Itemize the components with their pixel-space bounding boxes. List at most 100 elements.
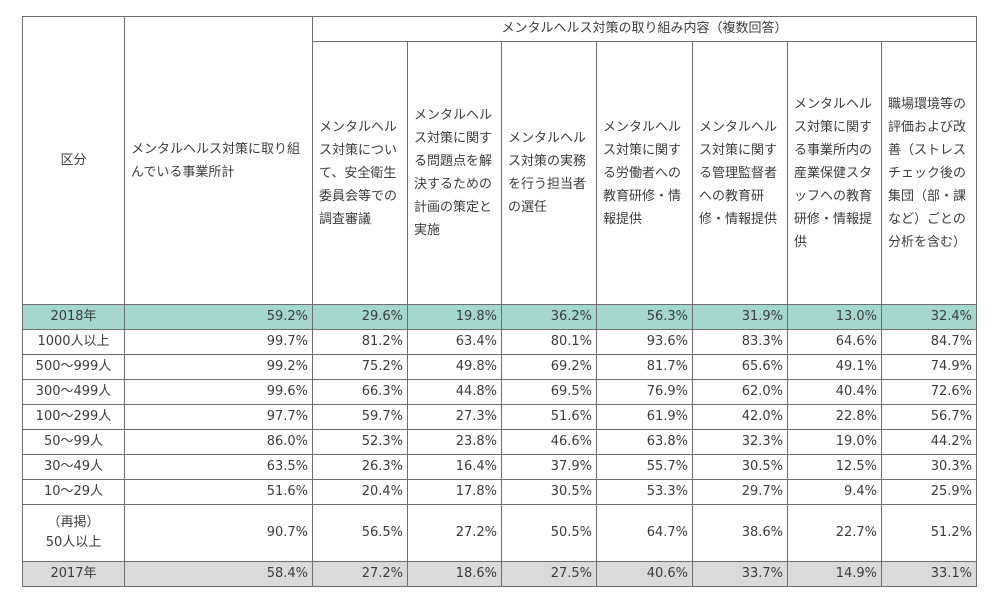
value-cell: 51.6% (124, 479, 313, 505)
value-cell: 46.6% (501, 429, 597, 455)
value-cell: 17.8% (407, 479, 502, 505)
column-header: メンタルヘルス対策に関する管理監督者への教育研修・情報提供 (692, 41, 788, 305)
value-cell: 37.9% (501, 454, 597, 480)
table-row: 50～99人 86.0% 52.3% 23.8% 46.6% 63.8% 32.3% 19.0… (22, 429, 977, 455)
value-cell: 13.0% (787, 304, 882, 330)
value-cell: 83.3% (692, 329, 788, 355)
value-cell: 86.0% (124, 429, 313, 455)
value-cell: 22.8% (787, 404, 882, 430)
value-cell: 74.9% (881, 354, 977, 380)
row-label: 30～49人 (22, 454, 125, 480)
value-cell: 56.7% (881, 404, 977, 430)
value-cell: 61.9% (596, 404, 693, 430)
value-cell: 64.7% (596, 504, 693, 562)
category-header: 区分 (22, 16, 125, 305)
value-cell: 99.6% (124, 379, 313, 405)
row-label: 2018年 (22, 304, 125, 330)
value-cell: 42.0% (692, 404, 788, 430)
column-header: メンタルヘルス対策について、安全衛生委員会等での調査審議 (312, 41, 408, 305)
table-row: （再掲） 50人以上 90.7% 56.5% 27.2% 50.5% 64.7% 38.6%… (22, 504, 977, 562)
value-cell: 27.5% (501, 561, 597, 587)
value-cell: 16.4% (407, 454, 502, 480)
row-label: 1000人以上 (22, 329, 125, 355)
value-cell: 65.6% (692, 354, 788, 380)
value-cell: 69.2% (501, 354, 597, 380)
table-row: 100～299人 97.7% 59.7% 27.3% 51.6% 61.9% 42.0% 22… (22, 404, 977, 430)
value-cell: 20.4% (312, 479, 408, 505)
value-cell: 14.9% (787, 561, 882, 587)
value-cell: 80.1% (501, 329, 597, 355)
value-cell: 81.2% (312, 329, 408, 355)
table-row: 1000人以上 99.7% 81.2% 63.4% 80.1% 93.6% 83.3% 64.… (22, 329, 977, 355)
value-cell: 29.7% (692, 479, 788, 505)
table-row: 30～49人 63.5% 26.3% 16.4% 37.9% 55.7% 30.5% 12.5… (22, 454, 977, 480)
value-cell: 40.6% (596, 561, 693, 587)
column-header: 職場環境等の評価および改善（ストレスチェック後の集団（部・課など）ごとの分析を含… (881, 41, 977, 305)
value-cell: 62.0% (692, 379, 788, 405)
table-row: 10～29人 51.6% 20.4% 17.8% 30.5% 53.3% 29.7% 9.4%… (22, 479, 977, 505)
row-label: 500～999人 (22, 354, 125, 380)
table-row: 500～999人 99.2% 75.2% 49.8% 69.2% 81.7% 65.6% 49… (22, 354, 977, 380)
value-cell: 44.2% (881, 429, 977, 455)
value-cell: 23.8% (407, 429, 502, 455)
row-label: 50～99人 (22, 429, 125, 455)
column-header: メンタルヘルス対策に関する問題点を解決するための計画の策定と実施 (407, 41, 502, 305)
value-cell: 27.2% (407, 504, 502, 562)
value-cell: 76.9% (596, 379, 693, 405)
row-label: 300～499人 (22, 379, 125, 405)
value-cell: 30.5% (501, 479, 597, 505)
value-cell: 52.3% (312, 429, 408, 455)
value-cell: 93.6% (596, 329, 693, 355)
value-cell: 75.2% (312, 354, 408, 380)
value-cell: 72.6% (881, 379, 977, 405)
value-cell: 59.7% (312, 404, 408, 430)
value-cell: 97.7% (124, 404, 313, 430)
group-header: メンタルヘルス対策の取り組み内容（複数回答） (312, 16, 977, 42)
value-cell: 49.8% (407, 354, 502, 380)
table-row: 2018年 59.2% 29.6% 19.8% 36.2% 56.3% 31.9% 13.0%… (22, 304, 977, 330)
value-cell: 81.7% (596, 354, 693, 380)
total-header: メンタルヘルス対策に取り組んでいる事業所計 (124, 16, 313, 305)
value-cell: 25.9% (881, 479, 977, 505)
value-cell: 44.8% (407, 379, 502, 405)
column-header: メンタルヘルス対策に関する事業所内の産業保健スタッフへの教育研修・情報提供 (787, 41, 882, 305)
row-label: （再掲） 50人以上 (22, 504, 125, 562)
value-cell: 99.2% (124, 354, 313, 380)
value-cell: 51.2% (881, 504, 977, 562)
value-cell: 27.3% (407, 404, 502, 430)
value-cell: 90.7% (124, 504, 313, 562)
row-label: 10～29人 (22, 479, 125, 505)
value-cell: 49.1% (787, 354, 882, 380)
value-cell: 12.5% (787, 454, 882, 480)
value-cell: 55.7% (596, 454, 693, 480)
value-cell: 56.3% (596, 304, 693, 330)
value-cell: 66.3% (312, 379, 408, 405)
value-cell: 33.7% (692, 561, 788, 587)
value-cell: 22.7% (787, 504, 882, 562)
value-cell: 53.3% (596, 479, 693, 505)
value-cell: 58.4% (124, 561, 313, 587)
mental-health-measures-table: 区分 メンタルヘルス対策に取り組んでいる事業所計 メンタルヘルス対策の取り組み内… (22, 16, 977, 587)
value-cell: 26.3% (312, 454, 408, 480)
value-cell: 38.6% (692, 504, 788, 562)
value-cell: 29.6% (312, 304, 408, 330)
value-cell: 36.2% (501, 304, 597, 330)
value-cell: 56.5% (312, 504, 408, 562)
value-cell: 9.4% (787, 479, 882, 505)
table-row: 2017年 58.4% 27.2% 18.6% 27.5% 40.6% 33.7% 14.9%… (22, 561, 977, 587)
value-cell: 40.4% (787, 379, 882, 405)
value-cell: 31.9% (692, 304, 788, 330)
value-cell: 69.5% (501, 379, 597, 405)
row-label: 2017年 (22, 561, 125, 587)
column-header: メンタルヘルス対策に関する労働者への教育研修・情報提供 (596, 41, 693, 305)
value-cell: 64.6% (787, 329, 882, 355)
value-cell: 19.0% (787, 429, 882, 455)
value-cell: 84.7% (881, 329, 977, 355)
value-cell: 32.3% (692, 429, 788, 455)
value-cell: 18.6% (407, 561, 502, 587)
value-cell: 63.8% (596, 429, 693, 455)
table-row: 300～499人 99.6% 66.3% 44.8% 69.5% 76.9% 62.0% 40… (22, 379, 977, 405)
value-cell: 19.8% (407, 304, 502, 330)
value-cell: 99.7% (124, 329, 313, 355)
value-cell: 51.6% (501, 404, 597, 430)
